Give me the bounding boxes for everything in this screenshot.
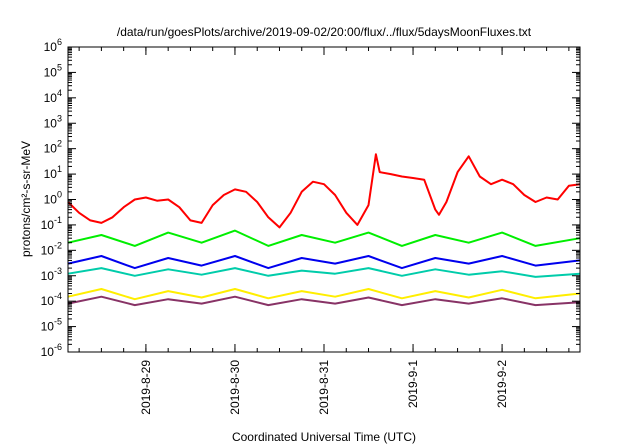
x-axis: 2019-8-29 2019-8-30 2019-8-31 2019-9-1 2019-… (78, 47, 570, 415)
y-tick-exponent: 3 (57, 113, 62, 123)
y-tick-label: 10-6 (41, 342, 62, 359)
y-tick-label: 103 (44, 113, 62, 130)
y-tick-exponent: -5 (54, 317, 62, 327)
y-tick-label: 102 (44, 139, 62, 156)
y-tick-exponent: 6 (57, 37, 62, 47)
y-tick-exponent: -6 (54, 342, 62, 352)
y-tick-exponent: 1 (57, 164, 62, 174)
y-tick-label: 10-5 (41, 317, 62, 334)
y-tick-label: 104 (44, 88, 62, 105)
y-tick-label: 106 (44, 37, 62, 54)
y-tick-label: 105 (44, 62, 62, 79)
y-tick-exponent: -1 (54, 215, 62, 225)
y-axis-label: protons/cm²-s-sr-MeV (19, 141, 33, 257)
series-line-2 (67, 229, 581, 247)
y-axis: 10-610-510-410-310-210-11001011021031041… (41, 37, 580, 359)
y-tick-exponent: 2 (57, 139, 62, 149)
chart-title: /data/run/goesPlots/archive/2019-09-02/2… (117, 25, 532, 39)
x-tick-label: 2019-8-30 (228, 360, 242, 415)
series-line-1 (67, 153, 581, 229)
plot-frame (67, 46, 581, 353)
y-tick-exponent: -4 (54, 291, 62, 301)
y-tick-exponent: 5 (57, 62, 62, 72)
series-line-6 (67, 295, 581, 307)
y-tick-label: 10-1 (41, 215, 62, 232)
y-tick-label: 101 (44, 164, 62, 181)
x-tick-label: 2019-9-1 (406, 360, 420, 408)
y-tick-exponent: 0 (57, 190, 62, 200)
x-tick-label: 2019-9-2 (495, 360, 509, 408)
x-tick-label: 2019-8-29 (139, 360, 153, 415)
x-axis-label: Coordinated Universal Time (UTC) (232, 430, 416, 444)
series-line-5 (67, 288, 581, 301)
y-tick-exponent: -3 (54, 266, 62, 276)
y-tick-exponent: -2 (54, 240, 62, 250)
y-tick-label: 10-4 (41, 291, 62, 308)
y-tick-label: 100 (44, 190, 62, 207)
series-line-4 (67, 267, 581, 278)
y-tick-label: 10-3 (41, 266, 62, 283)
series-layer (67, 153, 581, 307)
series-line-3 (67, 255, 581, 270)
x-tick-label: 2019-8-31 (317, 360, 331, 415)
y-tick-label: 10-2 (41, 240, 62, 257)
y-tick-exponent: 4 (57, 88, 62, 98)
